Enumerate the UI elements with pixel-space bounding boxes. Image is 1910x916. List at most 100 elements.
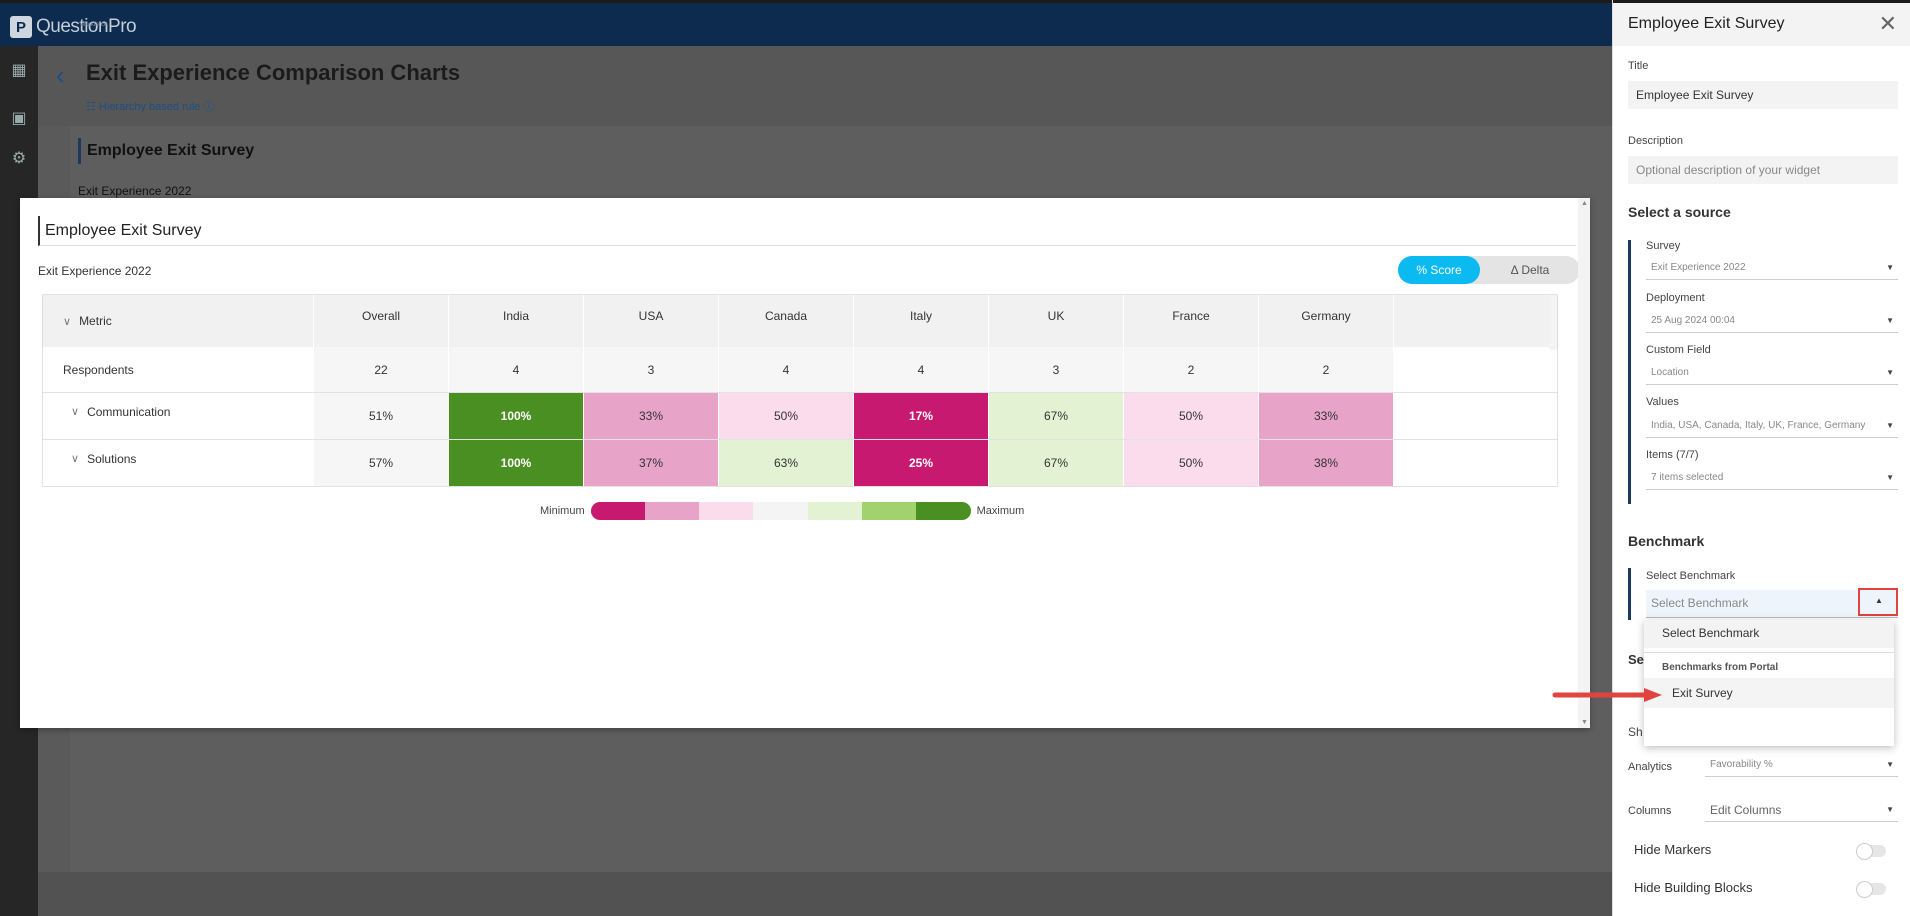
- legend-swatch: [699, 502, 754, 520]
- hide-markers-toggle[interactable]: [1856, 843, 1886, 860]
- source-heading: Select a source: [1628, 204, 1731, 220]
- deployment-value: 25 Aug 2024 00:04: [1651, 315, 1735, 326]
- respondent-count: 22: [313, 347, 448, 392]
- score-cell: 100%: [448, 393, 583, 439]
- values-label: Values: [1646, 396, 1679, 408]
- respondent-count: 4: [853, 347, 988, 392]
- benchmark-option-exit-survey[interactable]: Exit Survey: [1644, 678, 1894, 708]
- respondent-count: 4: [718, 347, 853, 392]
- benchmark-heading: Benchmark: [1628, 533, 1705, 549]
- caret-down-icon[interactable]: ▼: [1886, 805, 1894, 814]
- score-cell: 51%: [313, 393, 448, 439]
- column-header: France: [1123, 295, 1258, 347]
- hide-building-blocks-label: Hide Building Blocks: [1634, 880, 1753, 895]
- survey-select[interactable]: Exit Experience 2022 ▼: [1646, 256, 1898, 280]
- score-delta-toggle: % Score Δ Delta: [1398, 256, 1580, 284]
- hierarchy-rule-text: Hierarchy based rule: [98, 101, 201, 113]
- column-header: Canada: [718, 295, 853, 347]
- caret-down-icon[interactable]: ▼: [1886, 316, 1894, 325]
- metric-header[interactable]: ∨ Metric: [43, 295, 313, 347]
- values-value: India, USA, Canada, Italy, UK, France, G…: [1651, 420, 1866, 431]
- benchmark-option-default[interactable]: Select Benchmark: [1644, 620, 1894, 648]
- annotation-arrow: [1552, 688, 1662, 702]
- column-header: USA: [583, 295, 718, 347]
- widget-subtitle: Exit Experience 2022: [38, 264, 152, 278]
- logo[interactable]: P QuestionPro: [10, 16, 137, 38]
- column-header: Overall: [313, 295, 448, 347]
- dashboard-icon[interactable]: ▦: [11, 62, 27, 79]
- settings-heading-partial: Set: [1628, 652, 1649, 667]
- respondents-label: Respondents: [43, 347, 313, 392]
- metric-name: Solutions: [87, 452, 137, 466]
- caret-down-icon[interactable]: ▼: [1886, 368, 1894, 377]
- custom-field-value: Location: [1651, 367, 1689, 378]
- benchmark-select[interactable]: Select Benchmark ▲: [1646, 588, 1898, 618]
- show-label-partial: Sh: [1628, 725, 1643, 739]
- values-select[interactable]: India, USA, Canada, Italy, UK, France, G…: [1646, 414, 1898, 438]
- benchmark-dropdown: Select Benchmark Benchmarks from Portal …: [1644, 620, 1894, 746]
- metric-name: Communication: [87, 405, 171, 419]
- empty-cell: [1393, 393, 1549, 439]
- score-cell: 33%: [1258, 393, 1393, 439]
- background-card-title: Employee Exit Survey: [78, 138, 254, 164]
- custom-field-select[interactable]: Location ▼: [1646, 361, 1898, 385]
- benchmark-caret-highlight[interactable]: ▲: [1858, 588, 1898, 616]
- caret-down-icon[interactable]: ▼: [1886, 473, 1894, 482]
- metric-header-label: Metric: [79, 314, 112, 328]
- caret-down-icon[interactable]: ▼: [1886, 760, 1894, 769]
- score-cell: 50%: [1123, 440, 1258, 486]
- delta-toggle-button[interactable]: Δ Delta: [1510, 263, 1550, 277]
- columns-select[interactable]: Edit Columns ▼: [1705, 798, 1898, 822]
- deployment-select[interactable]: 25 Aug 2024 00:04 ▼: [1646, 309, 1898, 333]
- caret-up-icon[interactable]: ▲: [1875, 596, 1883, 605]
- metric-row-label[interactable]: ∨ Solutions: [43, 440, 313, 486]
- chevron-down-icon[interactable]: ∨: [63, 315, 72, 328]
- hierarchy-rule-link[interactable]: ☷ Hierarchy based rule ⓘ: [86, 101, 215, 113]
- dropdown-divider: [1644, 652, 1894, 653]
- items-select[interactable]: 7 items selected ▼: [1646, 466, 1898, 490]
- chevron-down-icon[interactable]: ∨: [71, 406, 80, 418]
- legend-gradient: [590, 502, 971, 520]
- select-benchmark-label: Select Benchmark: [1646, 570, 1736, 582]
- items-label: Items (7/7): [1646, 449, 1699, 461]
- caret-down-icon[interactable]: ▼: [1886, 263, 1894, 272]
- legend-min-label: Minimum: [540, 505, 585, 517]
- modal-scrollbar[interactable]: ▲ ▼: [1578, 198, 1590, 728]
- table-row: ∨ Solutions 57% 100% 37% 63% 25% 67% 50% …: [43, 439, 1557, 486]
- empty-cell: [1393, 440, 1549, 486]
- benchmark-group-label: Benchmarks from Portal: [1662, 662, 1779, 673]
- back-icon[interactable]: ‹: [56, 60, 65, 90]
- title-input[interactable]: [1628, 81, 1898, 109]
- respondent-count: 3: [583, 347, 718, 392]
- background-card-subtitle: Exit Experience 2022: [78, 184, 192, 198]
- metric-row-label[interactable]: ∨ Communication: [43, 393, 313, 439]
- description-input[interactable]: [1628, 156, 1898, 184]
- column-header: Italy: [853, 295, 988, 347]
- legend-swatch: [807, 502, 863, 520]
- analytics-select[interactable]: Favorability % ▼: [1705, 753, 1898, 777]
- score-cell: 57%: [313, 440, 448, 486]
- score-cell: 50%: [1123, 393, 1258, 439]
- column-header: UK: [988, 295, 1123, 347]
- widget-title: Employee Exit Survey: [38, 216, 1576, 246]
- chevron-down-icon[interactable]: ∨: [71, 453, 80, 465]
- widget-preview-modal: Employee Exit Survey Exit Experience 202…: [20, 198, 1590, 728]
- legend-swatch: [753, 502, 808, 520]
- caret-down-icon[interactable]: ▼: [1886, 421, 1894, 430]
- gear-icon[interactable]: ⚙: [11, 150, 27, 167]
- empty-cell: [1393, 347, 1549, 392]
- table-header: ∨ Metric Overall India USA Canada Italy U…: [43, 295, 1557, 347]
- hide-building-blocks-toggle[interactable]: [1856, 881, 1886, 898]
- score-cell: 100%: [448, 440, 583, 486]
- column-header: Germany: [1258, 295, 1393, 347]
- folder-icon[interactable]: ▣: [11, 110, 27, 127]
- scroll-up-icon[interactable]: ▲: [1581, 200, 1588, 207]
- score-toggle-button[interactable]: % Score: [1398, 256, 1480, 284]
- close-icon[interactable]: ✕: [1878, 11, 1897, 36]
- score-cell: 63%: [718, 440, 853, 486]
- top-bar: P QuestionPro Workforce: [0, 0, 1612, 46]
- scroll-down-icon[interactable]: ▼: [1581, 719, 1588, 726]
- respondent-count: 3: [988, 347, 1123, 392]
- description-label: Description: [1628, 135, 1684, 147]
- hide-markers-label: Hide Markers: [1634, 842, 1712, 857]
